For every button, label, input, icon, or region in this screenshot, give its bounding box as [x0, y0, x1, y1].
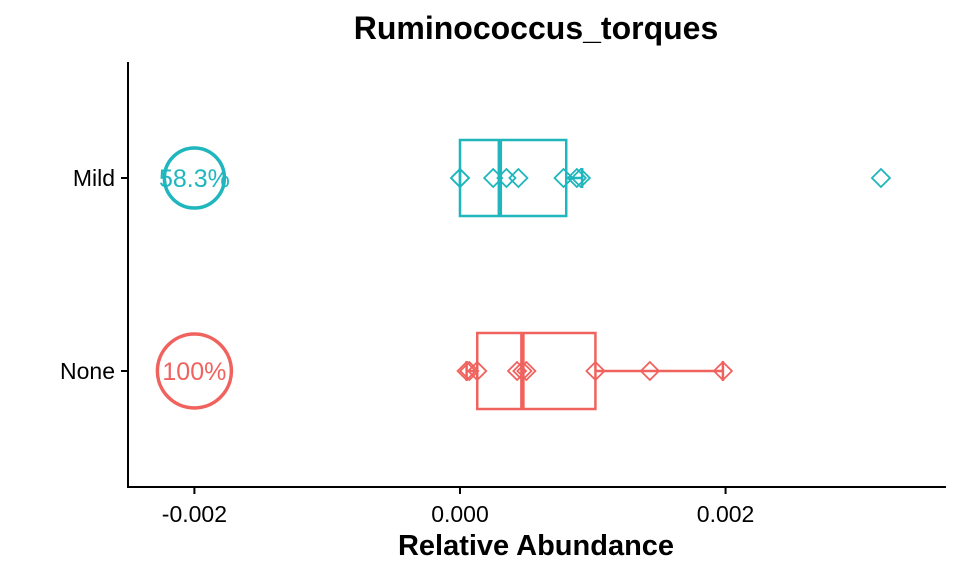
box — [458, 138, 568, 218]
x-axis-label: Relative Abundance — [398, 530, 674, 562]
data-point — [516, 360, 537, 382]
prevalence-circle — [162, 146, 227, 210]
data-point — [639, 360, 661, 382]
chart-title: Ruminococcus_torques — [354, 10, 719, 46]
data-point — [566, 167, 588, 189]
prevalence-circle — [155, 332, 234, 410]
data-point — [508, 167, 529, 189]
data-point — [553, 167, 574, 189]
series-layer: 58.3% 100% — [155, 138, 892, 411]
series-none: 100% — [155, 331, 734, 411]
data-point — [512, 360, 533, 382]
data-point — [482, 167, 504, 189]
x-tick-label: -0.002 — [162, 501, 227, 527]
prevalence-label: 100% — [162, 358, 226, 386]
y-tick-label: Mild — [73, 165, 115, 191]
y-tick-label: None — [60, 358, 115, 384]
data-point — [456, 360, 477, 382]
x-tick-label: 0.002 — [697, 501, 755, 527]
data-point — [712, 360, 734, 382]
y-axis-ticks: Mild None — [60, 165, 128, 384]
data-point — [459, 360, 480, 382]
data-point — [449, 167, 471, 189]
x-tick-label: 0.000 — [431, 501, 489, 527]
data-point — [570, 167, 592, 189]
x-axis-ticks: -0.002 0.000 0.002 — [162, 487, 755, 527]
data-point — [870, 167, 892, 189]
series-mild: 58.3% — [159, 138, 892, 218]
data-point — [506, 360, 528, 382]
prevalence-label: 58.3% — [159, 165, 230, 193]
data-point — [466, 360, 488, 382]
data-point — [585, 360, 606, 382]
